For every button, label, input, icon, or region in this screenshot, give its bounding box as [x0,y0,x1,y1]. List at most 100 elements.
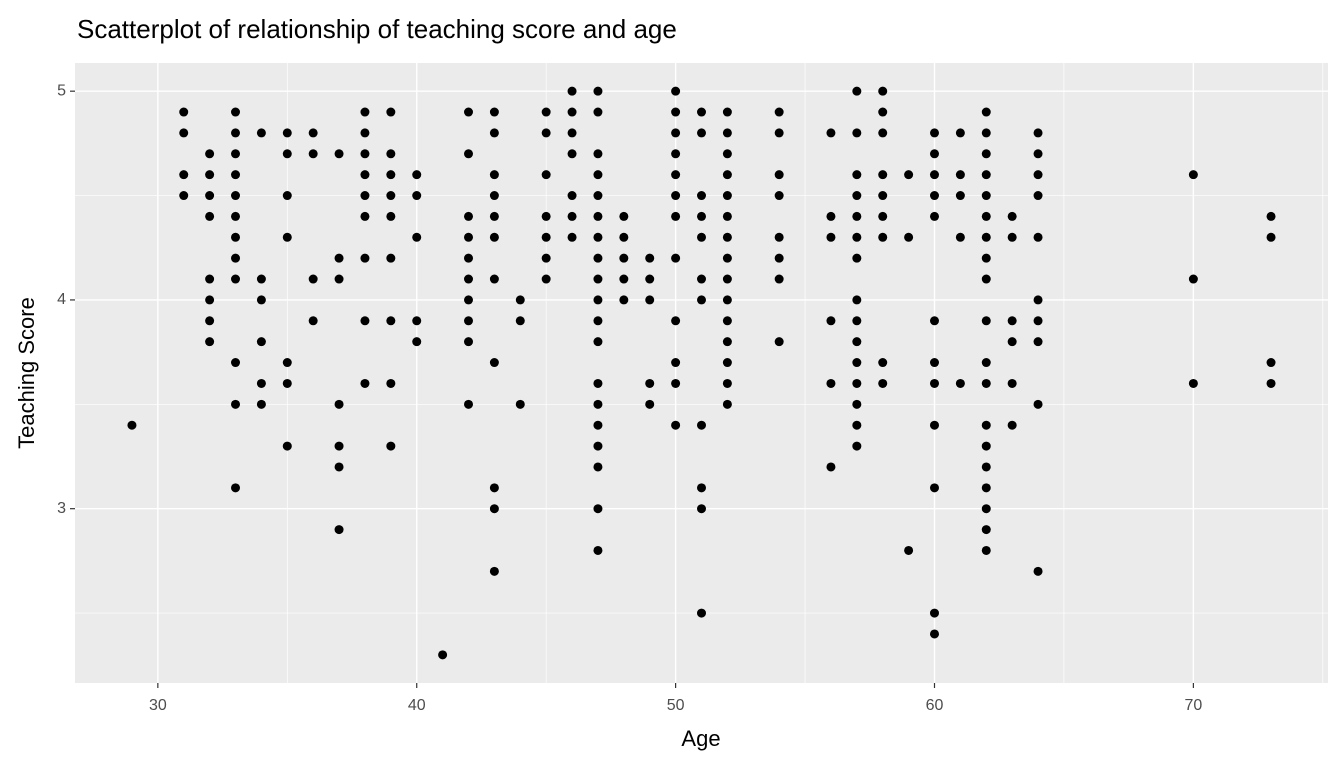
point [774,128,784,138]
point [981,170,991,180]
point [852,170,862,180]
point [593,399,603,409]
point [929,629,939,639]
point [671,253,681,263]
point [722,358,732,368]
point [929,170,939,180]
point [360,316,370,326]
point [593,545,603,555]
point [541,274,551,284]
point [955,170,965,180]
point [593,170,603,180]
point [308,274,318,284]
point [852,295,862,305]
point [464,253,474,263]
point [774,191,784,201]
point [360,253,370,263]
point [593,232,603,242]
point [722,316,732,326]
point [774,107,784,117]
point [567,86,577,96]
point [878,232,888,242]
point [1266,211,1276,221]
point [981,378,991,388]
point [464,399,474,409]
point [412,316,422,326]
point [722,232,732,242]
point [205,170,215,180]
point [697,608,706,618]
panel [75,63,1328,683]
point [981,525,991,535]
point [929,420,939,430]
point [697,232,706,242]
point [722,295,732,305]
point [541,211,551,221]
point [231,211,241,221]
point [360,191,370,201]
point [438,650,448,660]
point [489,211,499,221]
point [1188,378,1198,388]
point [852,191,862,201]
point [205,211,215,221]
point [722,274,732,284]
point [593,337,603,347]
point [1033,337,1043,347]
point [1033,295,1043,305]
point [774,170,784,180]
point [1266,232,1276,242]
point [179,191,189,201]
point [1007,232,1017,242]
point [231,483,241,493]
point [852,316,862,326]
point [334,253,344,263]
point [645,378,655,388]
point [697,191,706,201]
point [282,149,292,159]
point [671,191,681,201]
y-tick-label: 4 [57,291,66,308]
y-tick-label: 3 [57,500,66,517]
point [489,191,499,201]
point [981,420,991,430]
point [826,462,836,472]
point [593,274,603,284]
point [567,232,577,242]
point [1266,358,1276,368]
point [697,504,706,514]
point [929,358,939,368]
point [981,316,991,326]
point [826,232,836,242]
point [334,399,344,409]
point [412,170,422,180]
point [593,149,603,159]
point [360,378,370,388]
point [231,253,241,263]
point [231,191,241,201]
point [541,128,551,138]
x-tick-label: 50 [667,697,685,714]
point [464,316,474,326]
point [955,378,965,388]
point [541,107,551,117]
point [878,358,888,368]
point [489,566,499,576]
point [593,253,603,263]
point [671,316,681,326]
point [697,420,706,430]
point [1007,378,1017,388]
point [1266,378,1276,388]
point [929,211,939,221]
point [412,191,422,201]
point [852,211,862,221]
point [308,128,318,138]
point [386,253,396,263]
point [256,274,266,284]
point [412,232,422,242]
point [1033,170,1043,180]
point [464,337,474,347]
point [360,211,370,221]
point [645,295,655,305]
point [852,420,862,430]
